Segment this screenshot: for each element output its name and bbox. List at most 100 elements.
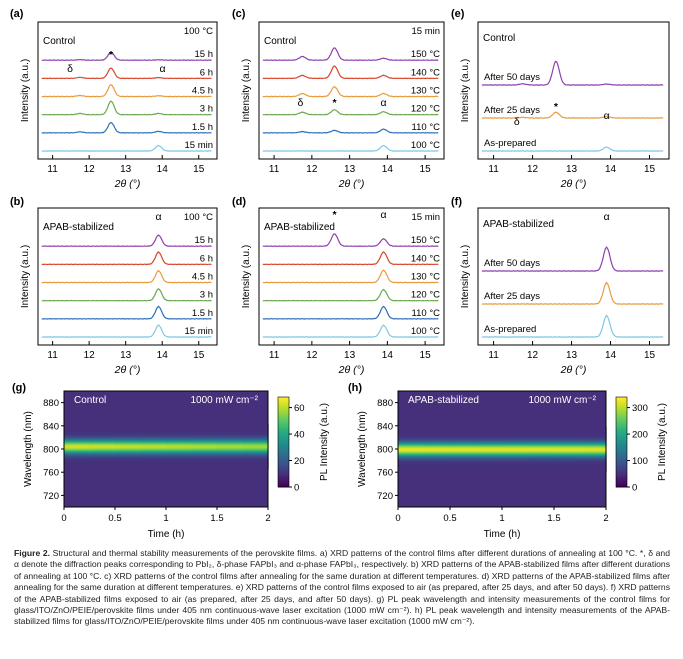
heatmap-cell (140, 456, 167, 459)
peak-marker: δ (67, 63, 73, 75)
x-tick-label: 11 (269, 350, 280, 361)
heatmap-cell (476, 446, 503, 448)
heatmap-cell (476, 441, 503, 443)
heatmap-cell (476, 435, 503, 437)
heatmap-cell (424, 455, 451, 458)
heatmap-cell (424, 465, 451, 468)
heatmap-cell (166, 452, 193, 454)
heatmap-cell (89, 448, 116, 450)
panel-title: APAB-stabilized (408, 395, 479, 406)
heatmap-cell (528, 452, 555, 455)
heatmap-cell (115, 443, 142, 445)
heatmap-cell (554, 445, 581, 447)
heatmap-cell (191, 430, 218, 432)
heatmap-cell (242, 456, 269, 459)
colorbar-segment (616, 466, 627, 470)
heatmap-cell (166, 441, 193, 443)
heatmap-cell (424, 450, 451, 453)
x-tick-label: 0 (395, 513, 400, 524)
heatmap-cell (166, 448, 193, 450)
x-tick-label: 1.5 (547, 513, 560, 524)
heatmap-cell (476, 437, 503, 439)
colorbar-segment (616, 433, 627, 436)
colorbar-segment (616, 439, 627, 443)
heatmap-cell (115, 455, 142, 458)
heatmap-cell (166, 458, 193, 461)
heatmap-cell (476, 461, 503, 464)
heatmap-cell (476, 450, 503, 453)
colorbar-segment (278, 442, 289, 445)
heatmap-cell (115, 425, 142, 428)
heatmap-cell (398, 440, 425, 442)
colorbar-segment (278, 446, 289, 450)
heatmap-cell (450, 432, 477, 434)
heatmap-cell (450, 449, 477, 451)
heatmap-cell (424, 460, 451, 463)
heatmap-cell (580, 449, 607, 451)
heatmap-cell (115, 454, 142, 457)
heatmap-cell (424, 443, 451, 445)
heatmap-cell (115, 467, 142, 470)
colorbar-segment (278, 464, 289, 468)
heatmap-cell (89, 438, 116, 440)
panel-label: (h) (348, 382, 362, 394)
heatmap-cell (450, 437, 477, 439)
heatmap-cell (398, 433, 425, 435)
xrd-panel-c: (c) 11 12 13 14 15 2θ (°) Intensity (a.u.) 150 °… (232, 8, 445, 190)
heatmap-cell (580, 435, 607, 437)
panel-label: (a) (10, 8, 24, 20)
heatmap-cell (217, 450, 244, 452)
heatmap-cell (554, 442, 581, 444)
heatmap-cell (64, 445, 91, 447)
heatmap-cell (580, 426, 607, 428)
heatmap-cell (89, 453, 116, 456)
xrd-trace (41, 234, 212, 248)
heatmap-cell (64, 442, 91, 444)
heatmap-cell (166, 428, 193, 430)
heatmap-cell (242, 461, 269, 464)
heatmap-cell (398, 429, 425, 431)
colorbar-segment (278, 480, 289, 483)
power-label: 1000 mW cm⁻² (190, 395, 258, 406)
heatmap-cell (242, 424, 269, 427)
heatmap-cell (450, 455, 477, 458)
heatmap-cell (580, 466, 607, 469)
heatmap-cell (217, 462, 244, 465)
heatmap-cell (554, 467, 581, 470)
colorbar-label: PL Intensity (a.u.) (319, 403, 330, 481)
xrd-trace (262, 109, 439, 116)
heatmap-cell (502, 435, 529, 437)
heatmap-cell (528, 461, 555, 464)
heatmap-cell (398, 461, 425, 464)
x-tick-label: 14 (605, 164, 617, 175)
panel-title: Control (264, 36, 296, 47)
heatmap-cell (450, 462, 477, 465)
y-tick-label: 880 (43, 398, 59, 409)
xrd-trace (41, 269, 212, 284)
heatmap-cell (424, 437, 451, 439)
heatmap-cell (398, 442, 425, 444)
heatmap-cell (89, 429, 116, 431)
heatmap-cell (476, 440, 503, 442)
heatmap-cell (191, 452, 218, 455)
colorbar-segment (616, 478, 627, 481)
heatmap-cell (191, 463, 218, 466)
heatmap-cell (64, 439, 91, 441)
heatmap-cell (424, 447, 451, 449)
heatmap-cell (554, 435, 581, 437)
heatmap-cell (476, 451, 503, 454)
heatmap-cell (580, 450, 607, 453)
heatmap-cell (580, 453, 607, 456)
heatmap-cell (450, 465, 477, 468)
heatmap-cell (580, 427, 607, 429)
heatmap-cell (140, 457, 167, 460)
heatmap-cell (217, 444, 244, 446)
heatmap-cell (140, 429, 167, 431)
heatmap-cell (398, 448, 425, 450)
heatmap-cell (166, 442, 193, 444)
heatmap-cell (217, 446, 244, 448)
heatmap-cell (580, 446, 607, 448)
trace-label: After 25 days (484, 291, 540, 302)
heatmap-cell (191, 434, 218, 436)
colorbar-segment (278, 419, 289, 423)
